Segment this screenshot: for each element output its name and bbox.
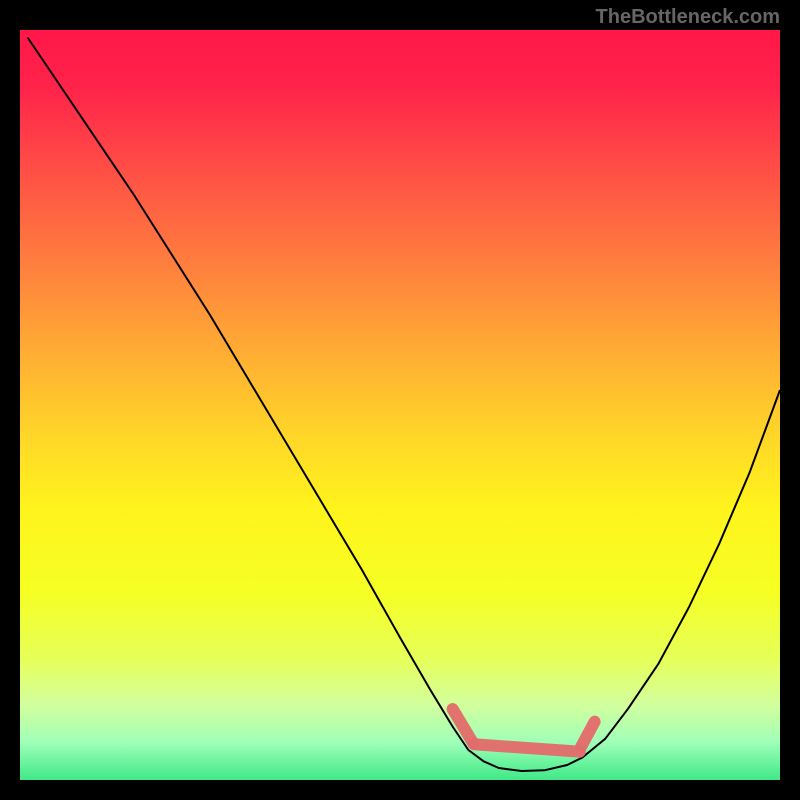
bottleneck-curve [28,38,780,772]
watermark-text: TheBottleneck.com [596,6,780,29]
plot-area [20,30,780,780]
figure-root: TheBottleneck.com [0,0,800,800]
curve-layer [20,30,780,780]
